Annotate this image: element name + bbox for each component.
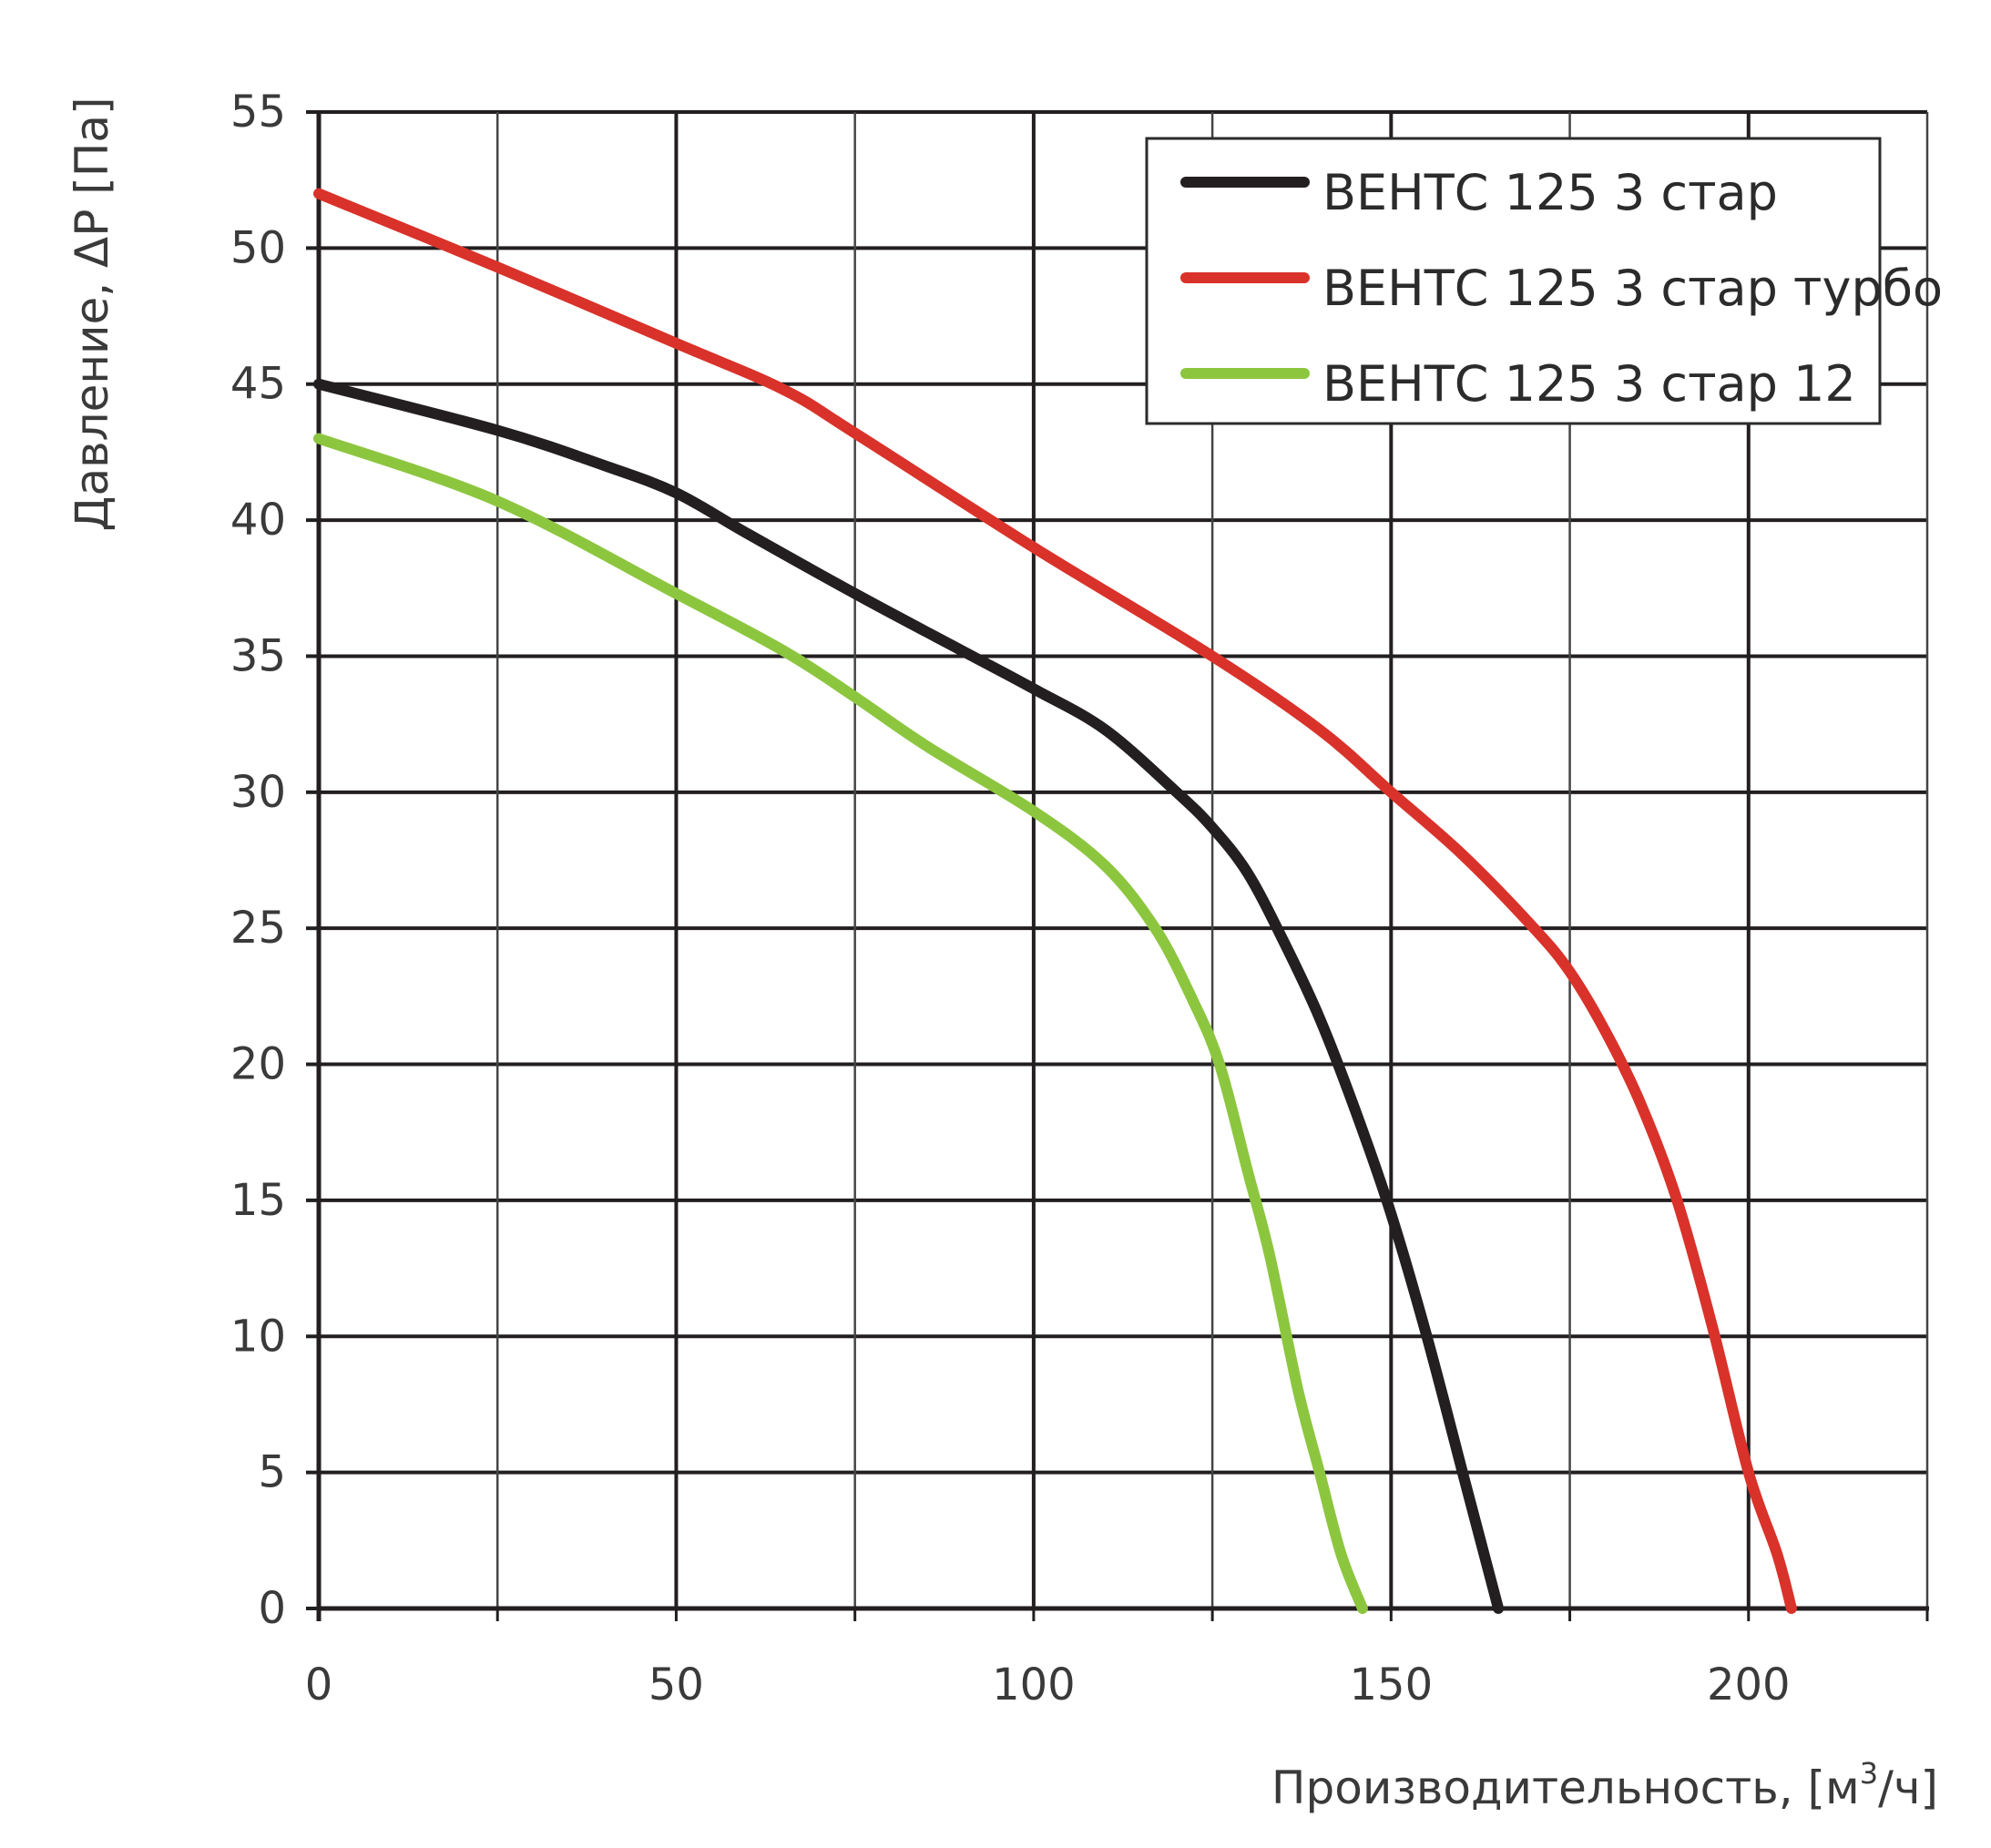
y-axis-title: Давление, ΔP [Па] — [66, 97, 118, 531]
y-tick-label: 0 — [258, 1583, 286, 1634]
series-line — [313, 378, 1505, 1614]
legend-label: ВЕНТС 125 3 стар 12 — [1322, 355, 1856, 413]
y-tick-label: 50 — [230, 222, 286, 273]
x-axis-title: Производительность, [м3/ч] — [1271, 1756, 1938, 1814]
y-tick-label: 15 — [230, 1175, 286, 1226]
y-tick-label: 30 — [230, 767, 286, 818]
series-line — [313, 433, 1368, 1614]
axes — [306, 110, 1929, 1621]
y-tick-label: 5 — [258, 1447, 286, 1498]
x-tick-label: 50 — [648, 1659, 704, 1710]
x-axis-title-suffix: /ч] — [1878, 1761, 1938, 1814]
y-tick-label: 35 — [230, 630, 286, 681]
x-tick-label: 150 — [1350, 1659, 1434, 1710]
legend-entry: ВЕНТС 125 3 стар 12 — [1180, 355, 1856, 413]
legend: ВЕНТС 125 3 стар ВЕНТС 125 3 стар турбо … — [1145, 137, 1943, 425]
tick-labels: 0 5 10 15 20 25 30 35 40 45 50 55 0 50 100 150 200 — [230, 87, 1791, 1710]
legend-entry: ВЕНТС 125 3 стар турбо — [1180, 260, 1943, 317]
y-tick-label: 55 — [230, 87, 286, 138]
legend-entry: ВЕНТС 125 3 стар — [1180, 164, 1778, 221]
legend-label: ВЕНТС 125 3 стар — [1322, 164, 1778, 221]
x-axis-title-main: Производительность, [м — [1271, 1761, 1860, 1814]
x-tick-label: 200 — [1707, 1659, 1791, 1710]
y-tick-label: 25 — [230, 903, 286, 954]
x-axis-title-superscript: 3 — [1860, 1756, 1878, 1791]
x-tick-label: 0 — [305, 1659, 333, 1710]
y-tick-label: 10 — [230, 1311, 286, 1362]
y-tick-label: 45 — [230, 359, 286, 410]
y-tick-label: 20 — [230, 1039, 286, 1090]
y-tick-label: 40 — [230, 495, 286, 546]
legend-label: ВЕНТС 125 3 стар турбо — [1322, 260, 1943, 317]
series-line — [313, 188, 1797, 1614]
x-tick-label: 100 — [992, 1659, 1076, 1710]
series-lines — [313, 188, 1797, 1614]
